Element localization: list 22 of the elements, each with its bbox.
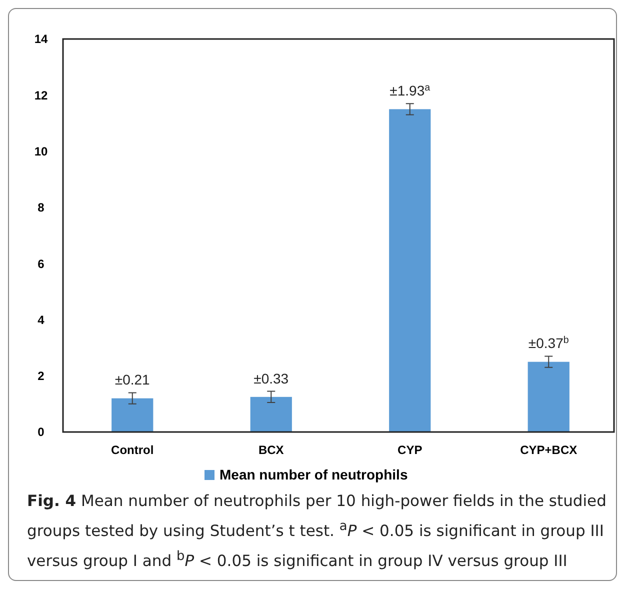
y-tick-label: 2 xyxy=(38,369,45,384)
legend-label: Mean number of neutrophils xyxy=(220,466,408,482)
y-tick-label: 0 xyxy=(38,425,45,440)
bar xyxy=(112,398,154,432)
bar xyxy=(528,362,570,432)
x-tick-label: Control xyxy=(111,443,154,457)
bar xyxy=(250,396,292,432)
annotation: ±0.33 xyxy=(254,370,289,386)
x-tick-label: BCX xyxy=(258,443,284,457)
x-tick-label: CYP xyxy=(398,443,422,457)
annotation: ±0.37$^{b}$ xyxy=(528,334,570,352)
bar xyxy=(389,109,431,432)
y-tick-label: 6 xyxy=(38,256,45,271)
x-tick-label: CYP+BCX xyxy=(520,443,578,457)
y-tick-label: 4 xyxy=(38,312,45,327)
y-tick-label: 10 xyxy=(34,144,48,158)
text: Fig. 4 Mean number of neutrophils per 10 high-power fields in the studied groups tested by using Student’s t test. $^{a}$P < 0.05 is significant in group III versus group I and $^{b}$P < 0.05 is significant in group IV versus group III xyxy=(27,492,606,570)
y-tick-label: 8 xyxy=(38,200,45,215)
annotation: ±0.21 xyxy=(114,372,150,388)
annotation: ±1.93$^{a}$ xyxy=(390,82,431,99)
y-tick-label: 14 xyxy=(34,32,48,46)
y-tick-label: 12 xyxy=(34,88,48,102)
